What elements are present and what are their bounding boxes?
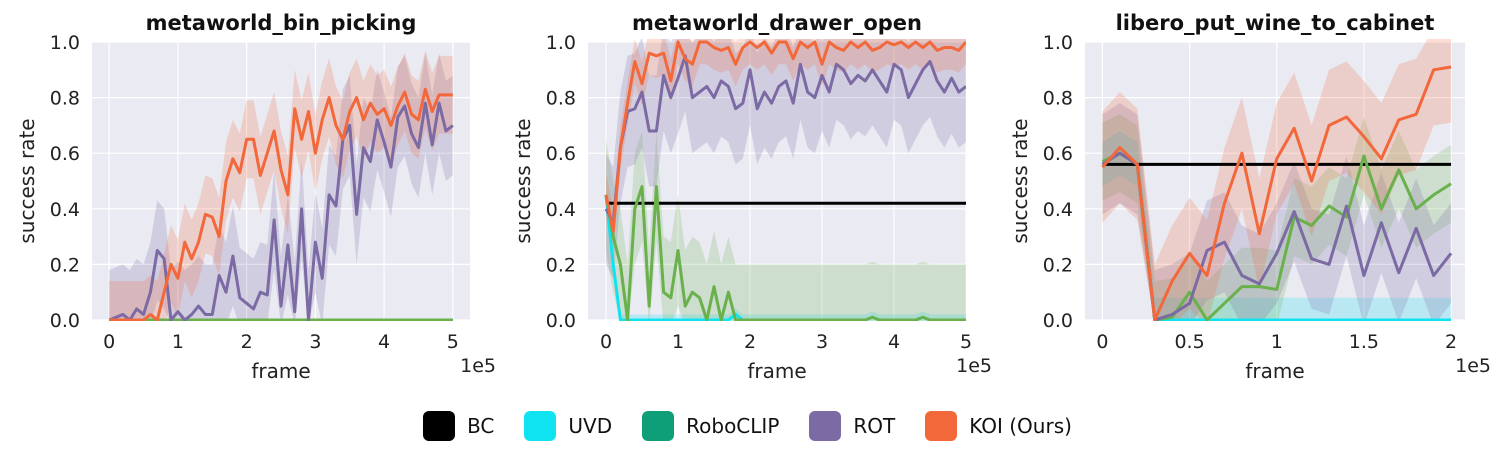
band-uvd [1102,130,1452,321]
y-axis-label: success rate [511,118,535,243]
y-tick-label: 0.0 [50,310,80,332]
legend-item-bc: BC [423,411,494,441]
band-roboclip [1102,114,1452,321]
y-tick-label: 0.2 [546,254,576,276]
y-tick-label: 0.6 [1043,143,1073,165]
series-line-rot [108,101,454,321]
plot-background [92,42,470,320]
x-tick-label: 1 [672,331,684,353]
y-tick-label: 0.4 [546,199,576,221]
x-tick-label: 0 [1096,331,1108,353]
series-line-koi-ours [604,40,966,233]
y-tick-label: 1.0 [1043,32,1073,54]
legend-label: UVD [568,414,613,438]
x-tick-label: 5 [447,331,459,353]
x-tick-label: 1 [172,331,184,353]
x-axis-label: frame [251,359,310,383]
x-tick-label: 3 [309,331,321,353]
legend: BC UVD RoboCLIP ROT KOI (Ours) [0,402,1495,450]
x-tick-label: 1.5 [1349,331,1379,353]
series-group [1101,39,1453,321]
subplot-metaworld-drawer-open: 0.0 0.2 0.4 0.6 0.8 1.0 0 1 2 3 4 5 metaworld_drawer… [511,11,992,383]
y-tick-label: 1.0 [546,32,576,54]
y-tick-label: 0.8 [546,88,576,110]
legend-swatch [642,411,675,441]
y-tick-label: 0.8 [50,88,80,110]
x-tick-label: 3 [816,331,828,353]
x-scale-label: 1e5 [1455,355,1491,377]
series-line-roboclip [604,185,966,321]
legend-label: RoboCLIP [686,414,780,438]
x-scale-label: 1e5 [460,355,496,377]
band-koi-ours [1102,39,1452,321]
y-tick-label: 0.4 [1043,199,1073,221]
x-tick-label: 4 [378,331,390,353]
x-tick-label: 2 [1445,331,1457,353]
x-tick-label: 0.5 [1174,331,1204,353]
x-tick-label: 2 [744,331,756,353]
band-rot [109,53,453,321]
y-axis-label: success rate [1008,118,1032,243]
y-tick-label: 0.0 [546,310,576,332]
legend-label: ROT [853,414,896,438]
legend-item-koi-ours: KOI (Ours) [925,411,1072,441]
band-roboclip [606,130,966,321]
x-axis-label: frame [747,359,806,383]
x-tick-label: 5 [960,331,972,353]
y-tick-label: 0.4 [50,199,80,221]
y-tick-label: 0.2 [50,254,80,276]
x-tick-label: 4 [888,331,900,353]
y-tick-label: 0.6 [50,143,80,165]
x-tick-label: 0 [600,331,612,353]
legend-item-roboclip: RoboCLIP [642,411,779,441]
y-tick-label: 0.6 [546,143,576,165]
legend-item-rot: ROT [809,411,895,441]
series-group [604,39,966,321]
legend-swatch [524,411,557,441]
legend-label: KOI (Ours) [969,414,1072,438]
band-rot [606,39,966,279]
x-tick-label: 2 [241,331,253,353]
legend-label: BC [467,414,495,438]
y-tick-label: 0.0 [1043,310,1073,332]
series-line-rot [1101,151,1453,321]
x-tick-label: 1 [1271,331,1283,353]
y-tick-label: 1.0 [50,32,80,54]
plot-title: libero_put_wine_to_cabinet [1116,11,1435,35]
y-axis-label: success rate [15,118,39,243]
x-tick-label: 0 [103,331,115,353]
legend-swatch [423,411,456,441]
legend-swatch [809,411,842,441]
series-line-rot [604,54,966,225]
series-line-koi-ours [109,87,453,321]
subplot-libero-put-wine-to-cabinet: 0.0 0.2 0.4 0.6 0.8 1.0 0 0.5 1 1.5 2 libero_put_wi… [1008,11,1491,383]
x-axis-label: frame [1245,359,1304,383]
series-line-koi-ours [1101,65,1452,321]
legend-swatch [925,411,958,441]
subplot-metaworld-bin-picking: 0.0 0.2 0.4 0.6 0.8 1.0 0 1 2 3 4 5 metaworld_bin_pi… [15,11,496,383]
plot-title: metaworld_bin_picking [146,11,417,35]
plot-title: metaworld_drawer_open [632,11,922,35]
y-tick-label: 0.2 [1043,254,1073,276]
legend-item-uvd: UVD [524,411,612,441]
series-group [108,50,454,321]
y-tick-label: 0.8 [1043,88,1073,110]
band-rot [1102,103,1452,321]
x-scale-label: 1e5 [956,355,992,377]
